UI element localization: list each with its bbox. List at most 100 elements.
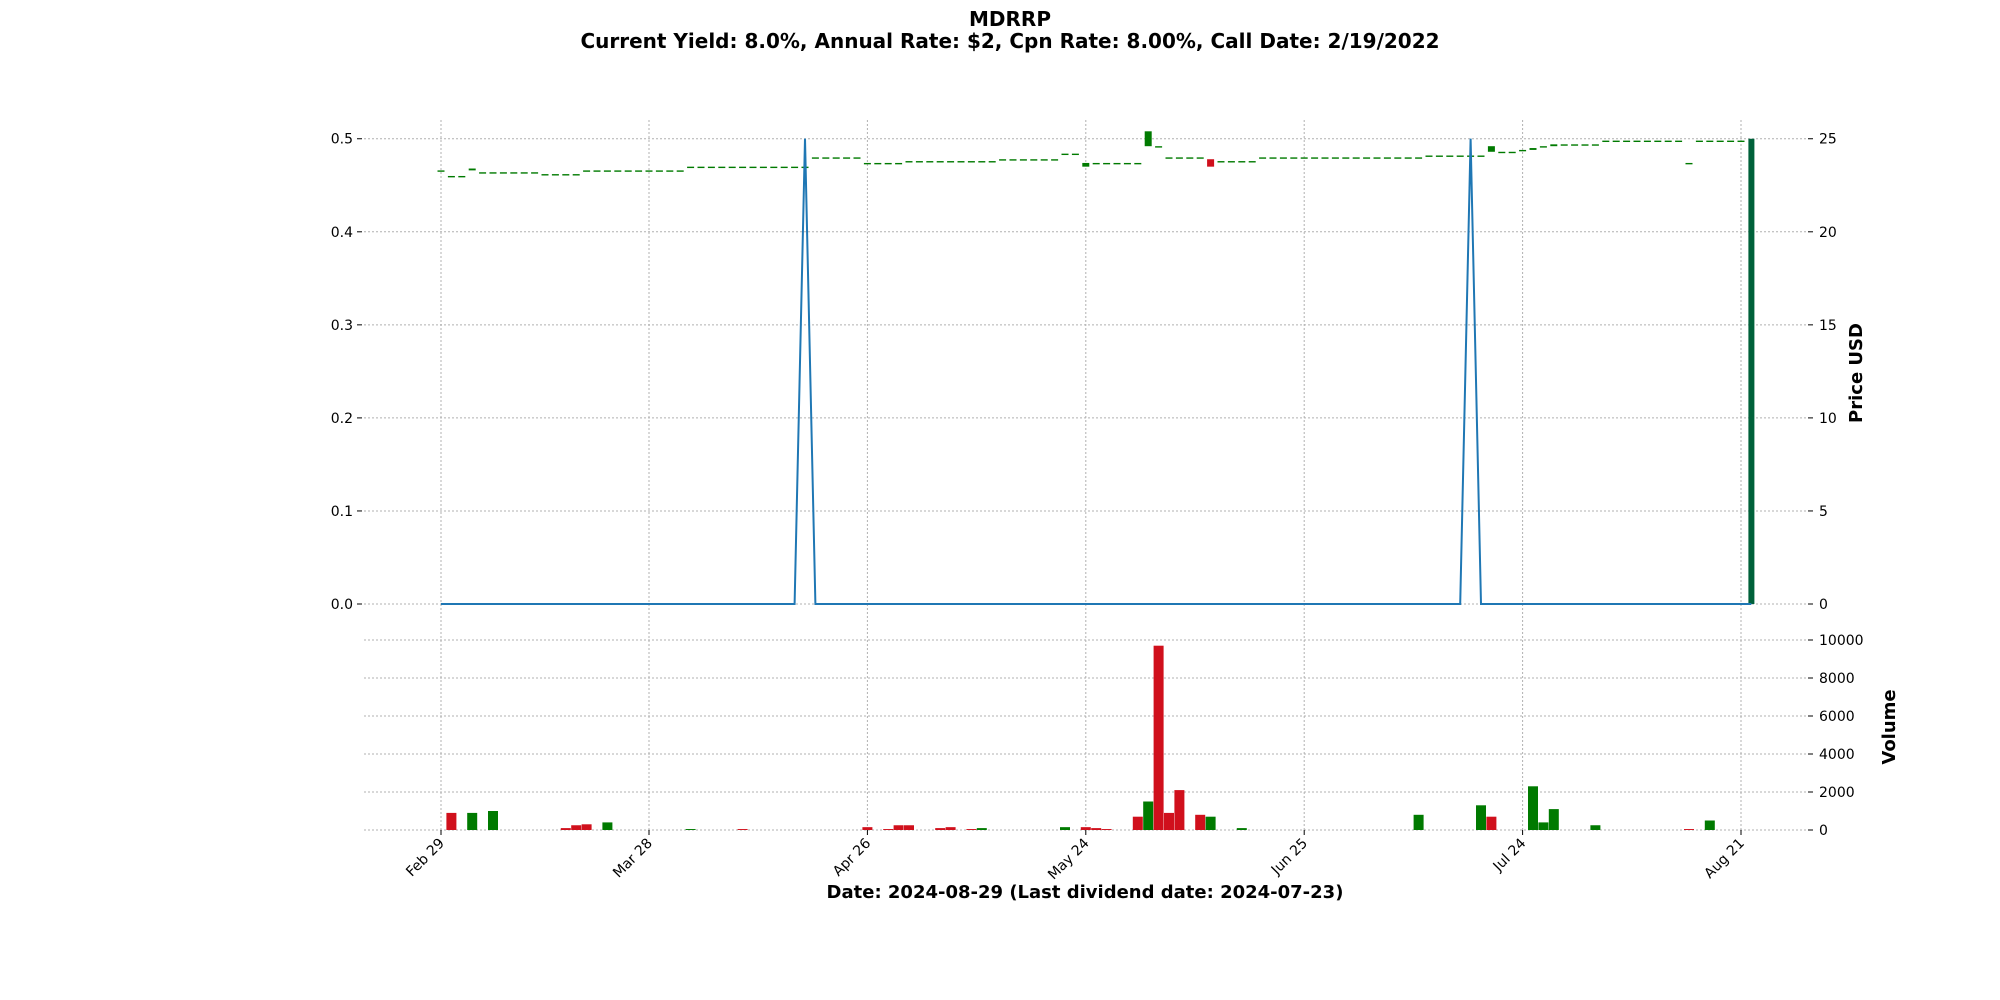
price-candle — [1633, 140, 1641, 143]
price-candle — [1737, 140, 1745, 143]
price-candle — [967, 161, 975, 163]
price-candle — [884, 162, 892, 165]
price-tick-label: 25 — [1819, 132, 1837, 148]
price-candle — [562, 174, 570, 176]
volume-bar — [1590, 825, 1601, 830]
price-tick-label: 20 — [1819, 225, 1837, 241]
price-candle — [1123, 162, 1131, 165]
volume-axis-title: Volume — [1879, 689, 1900, 764]
price-candle — [1623, 140, 1631, 143]
dividend-axis-ticks: 0.0 0.1 0.2 0.3 0.4 0.5 — [331, 132, 362, 613]
volume-tick-label: 0 — [1819, 823, 1828, 839]
price-candle — [1227, 161, 1235, 163]
dividend-tick-label: 0.3 — [331, 318, 353, 334]
volume-bar — [1060, 827, 1070, 830]
price-candle — [895, 162, 903, 165]
price-candle — [1352, 157, 1360, 159]
volume-bar — [1548, 809, 1559, 830]
price-candle — [1321, 157, 1329, 159]
price-candle — [728, 166, 736, 169]
price-candle — [531, 172, 539, 174]
price-candle — [1342, 157, 1350, 159]
price-candle — [1186, 157, 1194, 159]
volume-bar — [560, 828, 571, 830]
price-candle — [811, 157, 819, 159]
volume-bar — [737, 829, 748, 830]
chart-subtitle: Current Yield: 8.0%, Annual Rate: $2, Cp… — [580, 29, 1439, 53]
price-candle — [603, 170, 611, 172]
price-candle — [936, 161, 944, 163]
price-axis-ticks: 0 5 10 15 20 25 — [1808, 132, 1837, 613]
price-candle — [915, 161, 923, 163]
volume-bar — [1164, 812, 1174, 830]
date-tick-label: Feb 29 — [403, 836, 448, 881]
price-candle — [437, 170, 445, 172]
volume-bar — [685, 829, 696, 830]
price-candle — [1519, 149, 1527, 152]
price-candle — [905, 161, 913, 163]
price-candle — [1248, 161, 1256, 163]
volume-tick-label: 4000 — [1819, 747, 1855, 763]
price-candle — [1581, 144, 1589, 146]
price-candle — [1051, 159, 1059, 161]
price-candle — [655, 170, 663, 172]
volume-bar — [602, 822, 613, 830]
price-candle — [583, 170, 591, 172]
volume-tick-label: 2000 — [1819, 785, 1855, 801]
volume-tick-label: 10000 — [1819, 633, 1864, 649]
price-candle — [1040, 159, 1048, 161]
price-candle — [593, 170, 601, 172]
price-candle — [1113, 162, 1121, 165]
volume-bar — [1413, 814, 1424, 830]
price-candle — [822, 157, 830, 159]
price-candle — [1487, 146, 1495, 152]
price-candle — [957, 161, 965, 163]
price-candle — [791, 166, 799, 169]
date-tick-label: Apr 26 — [830, 835, 874, 879]
price-candle — [1196, 157, 1204, 159]
price-candle — [978, 161, 986, 163]
price-candles — [437, 131, 1755, 605]
price-candle — [1446, 155, 1454, 157]
price-candle — [1269, 157, 1277, 159]
price-tick-label: 15 — [1819, 318, 1837, 334]
price-candle — [1695, 140, 1703, 143]
price-candle — [1529, 148, 1537, 150]
volume-bar — [893, 825, 904, 830]
volume-bar — [1195, 814, 1206, 830]
price-candle — [853, 157, 861, 159]
price-candle — [1207, 159, 1215, 167]
price-candle — [541, 174, 549, 176]
price-candle — [697, 166, 705, 169]
price-tick-label: 10 — [1819, 411, 1837, 427]
price-candle — [499, 172, 507, 174]
price-candle — [1394, 157, 1402, 159]
price-candle — [1165, 157, 1173, 159]
volume-bar — [966, 829, 977, 830]
volume-bar — [1236, 828, 1247, 830]
price-candle — [1404, 157, 1412, 159]
price-candle — [1363, 157, 1371, 159]
price-candle — [1435, 155, 1443, 157]
dividend-tick-label: 0.5 — [331, 132, 353, 148]
price-candle — [1612, 140, 1620, 143]
price-candle — [759, 166, 767, 169]
volume-bar — [446, 812, 457, 830]
price-candle — [1675, 140, 1683, 143]
volume-bar — [883, 829, 894, 830]
price-candle — [614, 170, 622, 172]
volume-bar — [1174, 790, 1185, 830]
price-candle — [676, 170, 684, 172]
volume-bar — [1538, 822, 1549, 830]
price-candle — [1685, 162, 1693, 165]
price-candle — [489, 172, 497, 174]
price-candle — [1477, 155, 1485, 157]
volume-bar — [581, 824, 592, 830]
date-tick-label: May 24 — [1045, 835, 1093, 883]
price-candle — [1643, 140, 1651, 143]
volume-bar — [1684, 829, 1694, 830]
x-axis-title: Date: 2024-08-29 (Last dividend date: 20… — [827, 882, 1344, 903]
price-candle — [645, 170, 653, 172]
price-candle — [551, 174, 559, 176]
price-candle — [780, 166, 788, 169]
